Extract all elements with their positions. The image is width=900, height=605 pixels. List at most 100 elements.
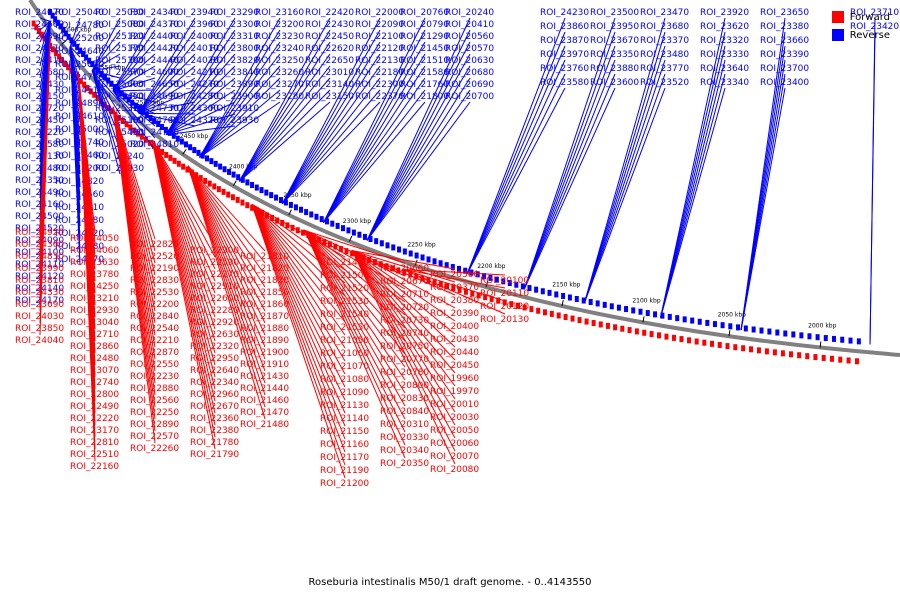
- forward-roi-label: ROI_21090: [320, 388, 369, 398]
- reverse-roi-label: ROI_23300: [210, 20, 259, 30]
- reverse-gene-mark: [697, 318, 702, 325]
- reverse-roi-leader: [166, 113, 236, 136]
- reverse-roi-leader: [466, 59, 566, 274]
- forward-roi-leader: [351, 250, 456, 439]
- reverse-roi-label: ROI_23870: [540, 36, 589, 46]
- reverse-gene-mark: [231, 171, 236, 178]
- reverse-gene-mark: [137, 105, 142, 112]
- reverse-gene-mark: [823, 335, 828, 342]
- forward-gene-mark: [496, 297, 501, 304]
- forward-roi-leader: [251, 203, 346, 271]
- reverse-roi-leader: [281, 41, 381, 205]
- reverse-roi-label: ROI_23650: [760, 8, 809, 18]
- reverse-gene-mark: [264, 189, 269, 196]
- reverse-gene-mark: [346, 227, 351, 234]
- reverse-gene-mark: [682, 316, 687, 323]
- reverse-roi-label: ROI_25000: [55, 125, 104, 135]
- reverse-roi-label: ROI_23230: [255, 32, 304, 42]
- scale-tick-label: 2250 kbp: [407, 242, 435, 249]
- forward-gene-mark: [36, 28, 41, 35]
- forward-gene-mark: [717, 341, 722, 348]
- reverse-roi-label: ROI_22450: [305, 32, 354, 42]
- forward-roi-label: ROI_21440: [240, 384, 289, 394]
- reverse-gene-mark: [61, 26, 66, 33]
- forward-roi-label: ROI_20710: [380, 290, 429, 300]
- forward-roi-leader: [187, 165, 266, 408]
- legend: Forward Reverse: [831, 8, 890, 44]
- reverse-roi-label: ROI_24390: [15, 32, 64, 42]
- reverse-roi-leader: [39, 21, 51, 43]
- reverse-roi-label: ROI_24600: [130, 68, 179, 78]
- reverse-roi-leader: [112, 17, 156, 92]
- reverse-gene-mark: [183, 141, 188, 148]
- reverse-gene-mark: [799, 332, 804, 339]
- forward-roi-label: ROI_22880: [130, 384, 179, 394]
- reverse-gene-mark: [514, 281, 519, 288]
- reverse-roi-label: ROI_24200: [55, 164, 104, 174]
- forward-roi-leader: [251, 204, 346, 427]
- forward-roi-label: ROI_22640: [190, 366, 239, 376]
- reverse-roi-label: ROI_21290: [400, 32, 449, 42]
- forward-gene-mark: [522, 304, 527, 311]
- forward-roi-leader: [352, 250, 456, 296]
- reverse-roi-leader: [92, 65, 121, 72]
- forward-gene-mark: [120, 117, 125, 124]
- forward-roi-leader: [351, 250, 456, 413]
- scale-tick: [728, 330, 731, 337]
- forward-gene-mark: [570, 315, 575, 322]
- forward-roi-leader: [251, 204, 346, 401]
- forward-roi-leader: [251, 204, 346, 466]
- forward-roi-leader: [304, 230, 406, 303]
- reverse-roi-leader: [138, 17, 196, 114]
- forward-roi-label: ROI_22250: [130, 408, 179, 418]
- reverse-roi-leader: [112, 90, 156, 151]
- forward-gene-mark: [198, 175, 203, 182]
- forward-gene-mark: [797, 352, 802, 359]
- forward-gene-mark: [821, 354, 826, 361]
- forward-roi-label: ROI_20010: [430, 400, 479, 410]
- forward-roi-label: ROI_22190: [130, 264, 179, 274]
- reverse-roi-leader: [281, 29, 381, 205]
- forward-roi-leader: [151, 139, 216, 270]
- forward-gene-mark: [75, 74, 80, 81]
- reverse-gene-mark: [624, 306, 629, 313]
- forward-roi-leader: [351, 250, 456, 426]
- forward-roi-leader: [304, 230, 406, 290]
- reverse-roi-label: ROI_23250: [255, 56, 304, 66]
- reverse-roi-label: ROI_20790: [400, 20, 449, 30]
- reverse-roi-leader: [138, 53, 196, 114]
- forward-roi-leader: [351, 250, 456, 465]
- forward-gene-mark: [63, 60, 68, 67]
- reverse-roi-label: ROI_24730: [130, 104, 179, 114]
- reverse-gene-mark: [63, 30, 68, 37]
- scale-tick-label: 2100 kbp: [632, 298, 660, 305]
- reverse-gene-mark: [163, 126, 168, 133]
- reverse-gene-mark: [213, 160, 218, 167]
- reverse-roi-leader: [523, 59, 616, 290]
- reverse-gene-mark: [728, 323, 733, 330]
- forward-roi-label: ROI_22600: [190, 294, 239, 304]
- reverse-roi-leader: [281, 101, 381, 205]
- forward-roi-label: ROI_22280: [190, 306, 239, 316]
- forward-gene-mark: [221, 188, 226, 195]
- forward-gene-mark: [577, 317, 582, 324]
- reverse-roi-leader: [322, 17, 426, 223]
- reverse-gene-mark: [81, 51, 86, 58]
- forward-gene-mark: [92, 91, 97, 98]
- reverse-roi-leader: [91, 41, 121, 71]
- reverse-gene-mark: [488, 274, 493, 281]
- forward-roi-leader: [251, 204, 346, 440]
- reverse-roi-label: ROI_20680: [445, 68, 494, 78]
- reverse-roi-label: ROI_24560: [55, 190, 104, 200]
- reverse-roi-label: ROI_24120: [15, 272, 64, 282]
- reverse-gene-mark: [341, 225, 346, 232]
- forward-gene-mark: [702, 339, 707, 346]
- scale-tick: [485, 281, 489, 288]
- forward-gene-mark: [664, 333, 669, 340]
- reverse-roi-leader: [238, 29, 331, 182]
- reverse-roi-leader: [199, 17, 281, 158]
- reverse-gene-mark: [293, 204, 298, 211]
- reverse-roi-label: ROI_24340: [130, 8, 179, 18]
- forward-gene-mark: [117, 114, 122, 121]
- forward-roi-leader: [304, 230, 406, 459]
